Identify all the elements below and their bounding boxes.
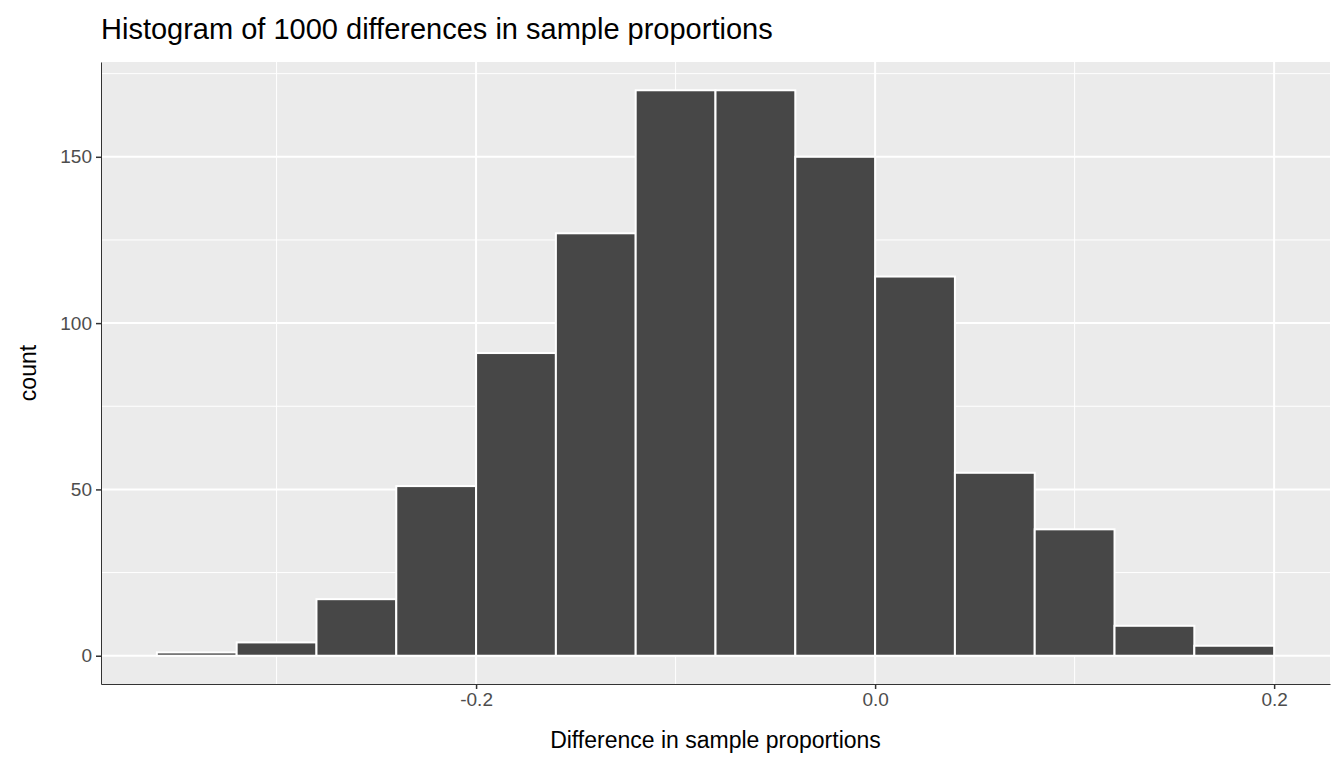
- y-tick-label: 100: [60, 313, 92, 334]
- grid: [101, 62, 1330, 684]
- bar: [955, 473, 1035, 656]
- title: Histogram of 1000 differences in sample …: [101, 13, 773, 45]
- y-tick-mark: [96, 489, 101, 491]
- bars: [157, 90, 1274, 655]
- bar: [875, 277, 955, 656]
- x-tick-label: 0.0: [862, 689, 888, 710]
- bar: [716, 90, 796, 655]
- x-tick-label: 0.2: [1261, 689, 1287, 710]
- y-tick-mark: [96, 655, 101, 657]
- bar: [476, 353, 556, 656]
- y-tick: 150: [60, 146, 101, 167]
- y-axis-line: [101, 63, 102, 685]
- minor-grid-line: [101, 73, 1330, 74]
- y-tick-label: 150: [60, 146, 92, 167]
- x-tick: -0.2: [460, 684, 493, 710]
- x-tick-mark: [875, 684, 877, 689]
- x-tick-label: -0.2: [460, 689, 493, 710]
- y-tick: 100: [60, 313, 101, 334]
- y-tick-label: 0: [81, 645, 92, 666]
- x-axis-title: Difference in sample proportions: [550, 727, 881, 753]
- bar: [237, 642, 317, 655]
- bar: [1194, 646, 1274, 656]
- y-tick-mark: [96, 157, 101, 159]
- y-axis: 0 50 100 150: [60, 63, 101, 685]
- x-axis-line: [102, 684, 1331, 685]
- x-tick-mark: [476, 684, 478, 689]
- bar: [316, 599, 396, 656]
- chart: -0.2 0.0 0.2 0 50 100 150 Histogram of 1000 dif…: [0, 0, 1344, 768]
- bar: [396, 486, 476, 656]
- x-tick: 0.2: [1261, 684, 1287, 710]
- minor-grid-line: [276, 62, 277, 684]
- panel-background: [101, 62, 1330, 684]
- y-tick: 50: [71, 479, 101, 500]
- y-tick: 0: [81, 645, 101, 666]
- y-tick-mark: [96, 323, 101, 325]
- x-tick-mark: [1274, 684, 1276, 689]
- x-tick: 0.0: [862, 684, 888, 710]
- grid-line: [1273, 62, 1275, 684]
- x-axis: -0.2 0.0 0.2: [102, 684, 1331, 710]
- bar: [157, 652, 237, 655]
- bar: [795, 157, 875, 656]
- y-axis-title: count: [15, 344, 41, 401]
- bar: [556, 233, 636, 655]
- bar: [636, 90, 716, 655]
- bar: [1035, 529, 1115, 655]
- bar: [1115, 626, 1195, 656]
- plot: -0.2 0.0 0.2 0 50 100 150: [60, 62, 1330, 710]
- y-tick-label: 50: [71, 479, 92, 500]
